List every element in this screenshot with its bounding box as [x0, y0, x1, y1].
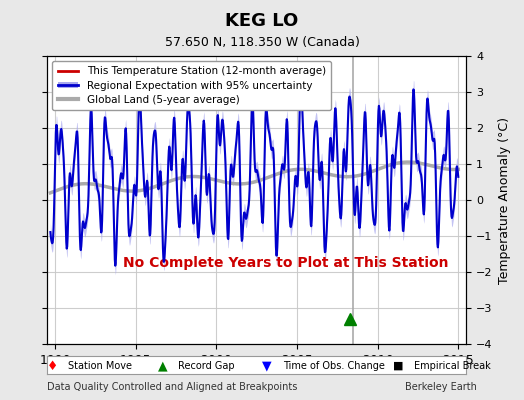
Text: ▲: ▲ — [158, 360, 167, 372]
Text: Empirical Break: Empirical Break — [414, 361, 490, 371]
Text: Record Gap: Record Gap — [178, 361, 235, 371]
Text: Data Quality Controlled and Aligned at Breakpoints: Data Quality Controlled and Aligned at B… — [47, 382, 298, 392]
Text: Time of Obs. Change: Time of Obs. Change — [283, 361, 385, 371]
Text: ▼: ▼ — [263, 360, 272, 372]
Text: KEG LO: KEG LO — [225, 12, 299, 30]
Y-axis label: Temperature Anomaly (°C): Temperature Anomaly (°C) — [498, 116, 511, 284]
Legend: This Temperature Station (12-month average), Regional Expectation with 95% uncer: This Temperature Station (12-month avera… — [52, 61, 331, 110]
Text: 57.650 N, 118.350 W (Canada): 57.650 N, 118.350 W (Canada) — [165, 36, 359, 49]
Text: Station Move: Station Move — [68, 361, 132, 371]
Text: No Complete Years to Plot at This Station: No Complete Years to Plot at This Statio… — [123, 256, 448, 270]
Text: Berkeley Earth: Berkeley Earth — [405, 382, 477, 392]
Text: ■: ■ — [393, 361, 403, 371]
Text: ♦: ♦ — [47, 360, 58, 372]
